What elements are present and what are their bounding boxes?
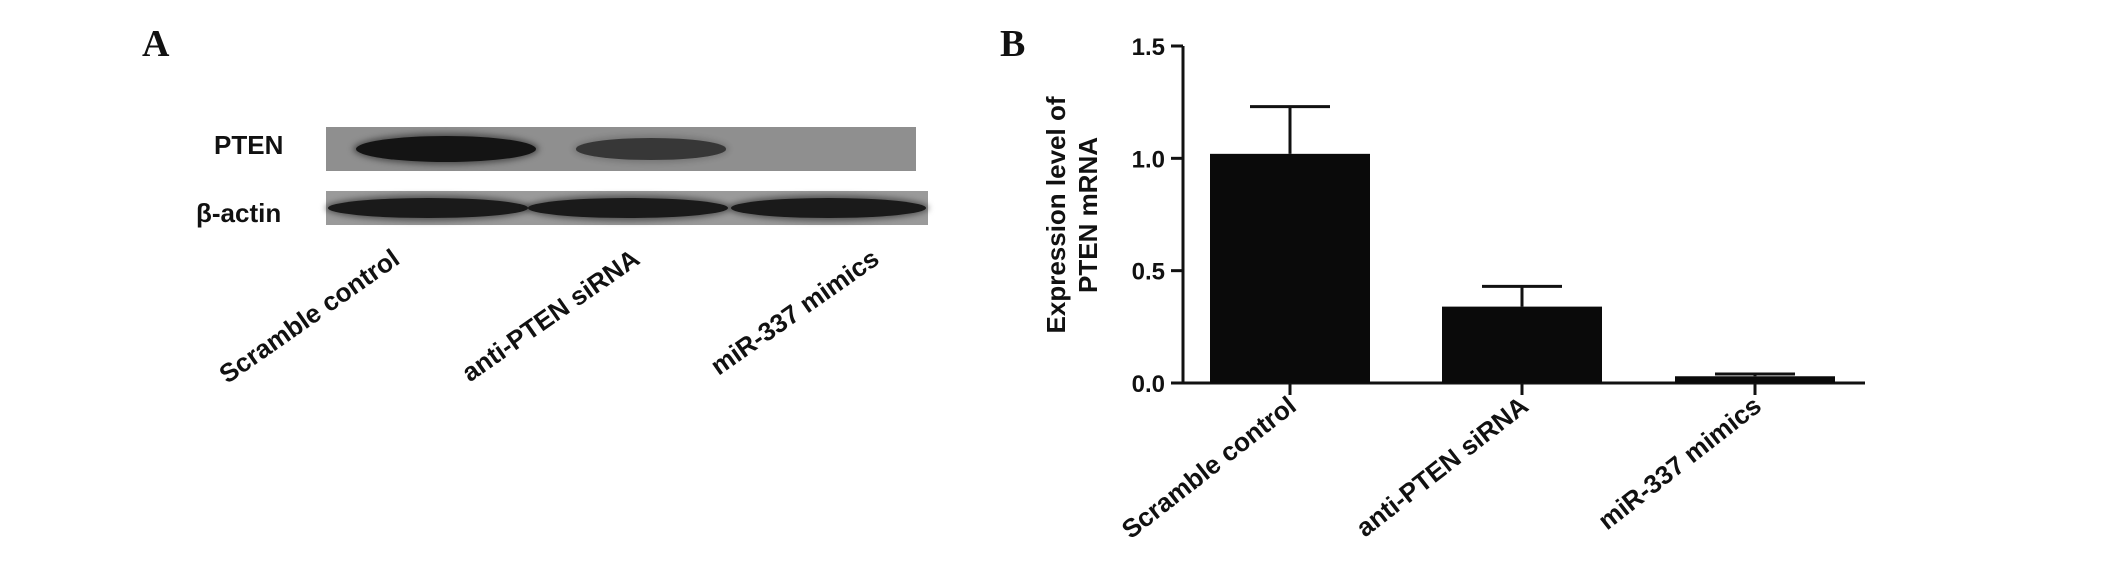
y-axis-label-line: Expression level of [1041, 96, 1071, 333]
y-tick-label: 0.5 [1132, 259, 1165, 286]
panel-letter-a: A [142, 23, 170, 65]
y-axis-label: Expression level ofPTEN mRNA [1041, 96, 1103, 333]
blot-band [356, 136, 536, 162]
y-tick-label: 1.0 [1132, 146, 1165, 173]
blot-label-actin: β-actin [196, 198, 282, 228]
blot-strip-pten [326, 127, 916, 171]
x-tick-label: miR-337 mimics [1592, 390, 1766, 536]
x-tick-label: Scramble control [1116, 390, 1302, 544]
x-tick-label: anti-PTEN siRNA [1350, 390, 1534, 543]
panel-letter-b: B [1000, 23, 1026, 65]
blot-strip-actin [326, 191, 928, 225]
y-tick-label: 1.5 [1132, 34, 1165, 61]
blot-band [576, 138, 726, 160]
blot-band [528, 198, 728, 218]
blot-band [328, 198, 528, 218]
bar [1442, 306, 1602, 383]
bar [1210, 153, 1370, 383]
blot-label-pten: PTEN [214, 130, 284, 160]
y-axis-label-line: PTEN mRNA [1073, 137, 1103, 293]
bar [1675, 376, 1835, 383]
blot-band [731, 198, 926, 218]
y-tick-label: 0.0 [1132, 371, 1165, 398]
